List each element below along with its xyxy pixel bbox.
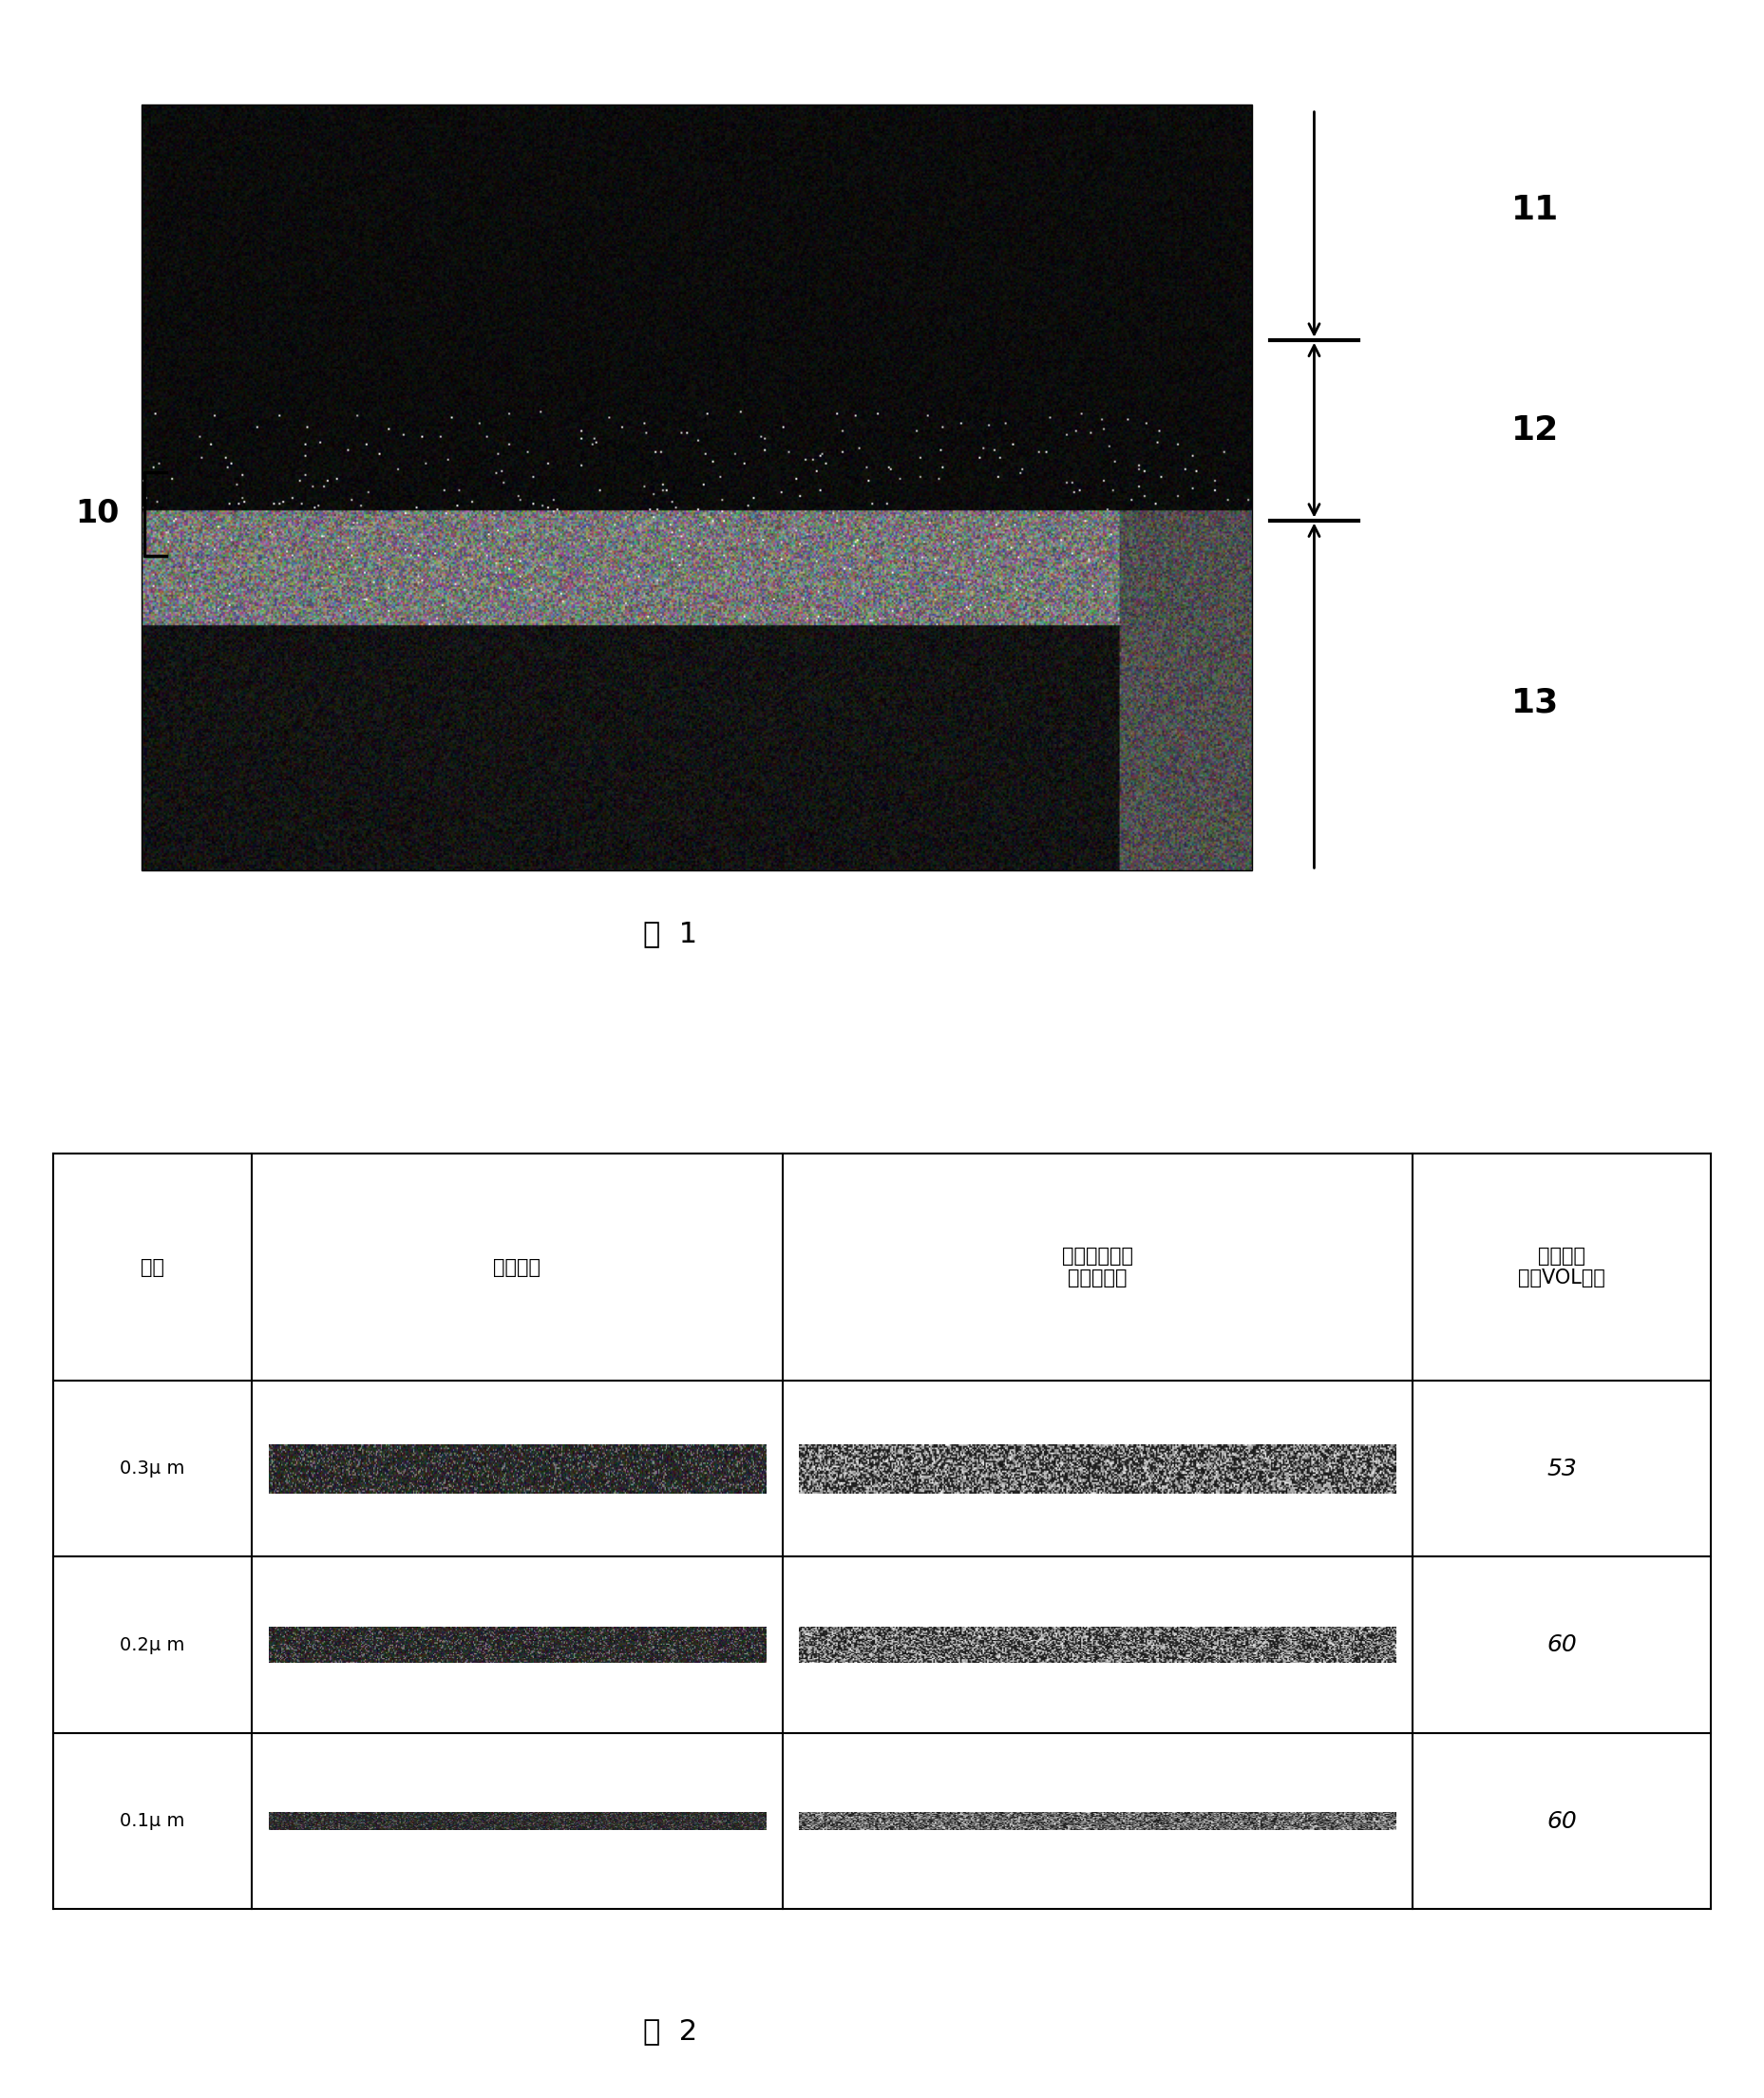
Text: 深度: 深度 — [141, 1257, 164, 1278]
Text: 两个色阶处理
之后的图像: 两个色阶处理 之后的图像 — [1062, 1246, 1132, 1288]
Text: 0.1μ m: 0.1μ m — [120, 1813, 185, 1829]
Text: 初始图像: 初始图像 — [494, 1257, 542, 1278]
Text: 10: 10 — [76, 499, 118, 529]
Text: 0.2μ m: 0.2μ m — [120, 1636, 185, 1653]
Text: 白部分比
例（VOL％）: 白部分比 例（VOL％） — [1519, 1246, 1605, 1288]
Text: 60: 60 — [1547, 1811, 1577, 1832]
Text: 53: 53 — [1547, 1458, 1577, 1479]
Bar — [141, 105, 1252, 871]
Text: 11: 11 — [1510, 193, 1559, 227]
Text: 图  2: 图 2 — [644, 2016, 697, 2046]
Text: 图  1: 图 1 — [644, 919, 697, 948]
Text: 12: 12 — [1510, 413, 1559, 447]
Text: 60: 60 — [1547, 1634, 1577, 1655]
Text: 0.3μ m: 0.3μ m — [120, 1460, 185, 1477]
Text: 13: 13 — [1510, 686, 1559, 720]
